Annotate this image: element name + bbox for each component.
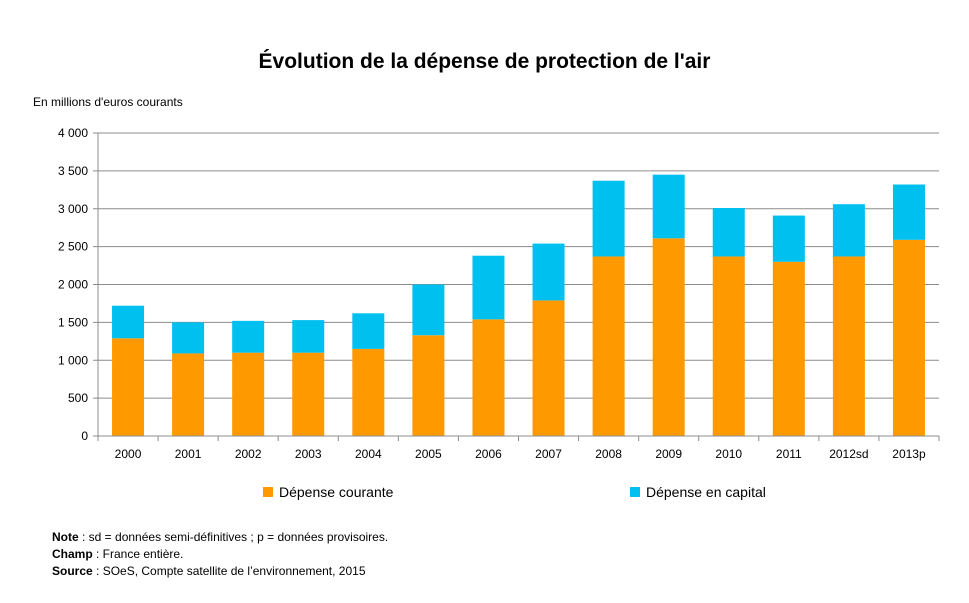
y-tick-label: 2 500 [58,240,88,254]
legend-label-depense-capital: Dépense en capital [646,484,766,500]
bar-depense-capital [892,184,925,240]
y-tick-label: 3 500 [58,164,88,178]
bar-depense-capital [172,322,205,354]
bar-depense-courante [412,335,445,436]
bar-depense-capital [532,243,565,301]
bar-depense-capital [832,204,865,257]
source-label: Source [52,564,93,578]
note-text: : sd = données semi-définitives ; p = do… [78,530,389,544]
y-tick-label: 500 [68,391,88,405]
y-tick-label: 1 500 [58,315,88,329]
champ-text: : France entière. [92,547,184,561]
bar-depense-courante [292,352,325,436]
bar-depense-courante [532,300,565,436]
x-tick-label: 2005 [415,447,442,461]
champ-line: Champ : France entière. [52,546,388,563]
x-tick-label: 2006 [475,447,502,461]
bar-depense-courante [112,338,145,436]
bar-depense-capital [592,180,625,257]
x-tick-label: 2009 [655,447,682,461]
x-tick-label: 2004 [355,447,382,461]
bar-depense-courante [892,239,925,436]
footnotes: Note : sd = données semi-définitives ; p… [52,529,388,580]
legend-swatch-depense-capital [630,487,640,497]
bar-depense-capital [112,305,145,339]
source-line: Source : SOeS, Compte satellite de l’env… [52,563,388,580]
y-tick-label: 0 [81,429,88,443]
y-tick-label: 1 000 [58,353,88,367]
bar-depense-capital [472,255,505,320]
bar-depense-courante [232,352,265,436]
legend-item-depense-capital: Dépense en capital [630,484,766,500]
x-tick-label: 2000 [115,447,142,461]
legend-item-depense-courante: Dépense courante [263,484,393,500]
bar-depense-courante [652,238,685,436]
bar-depense-capital [772,215,805,262]
x-tick-label: 2013p [892,447,926,461]
champ-label: Champ [52,547,93,561]
y-tick-label: 3 000 [58,202,88,216]
source-text: : SOeS, Compte satellite de l’environnem… [92,564,366,578]
bar-depense-capital [712,207,745,257]
legend-swatch-depense-courante [263,487,273,497]
bar-depense-courante [352,348,385,436]
note-line: Note : sd = données semi-définitives ; p… [52,529,388,546]
chart-title: Évolution de la dépense de protection de… [258,50,711,73]
x-tick-label: 2002 [235,447,262,461]
x-tick-label: 2001 [175,447,202,461]
bar-depense-courante [712,256,745,436]
x-tick-label: 2012sd [829,447,868,461]
bar-depense-courante [772,261,805,436]
bar-depense-courante [592,256,625,436]
note-label: Note [52,530,79,544]
bar-depense-capital [352,313,385,349]
bar-depense-courante [832,256,865,436]
chart-plot: 0 500 1 000 1 500 2 000 2 500 3 000 3 500 4 000 2… [58,126,940,461]
bar-depense-capital [652,174,685,239]
bar-depense-capital [232,320,265,353]
bar-depense-courante [172,353,205,436]
x-tick-label: 2003 [295,447,322,461]
bar-depense-capital [292,320,325,353]
legend-label-depense-courante: Dépense courante [279,484,394,500]
y-tick-label: 2 000 [58,278,88,292]
bar-depense-courante [472,319,505,436]
y-tick-label: 4 000 [58,126,88,140]
x-tick-label: 2008 [595,447,622,461]
x-tick-label: 2007 [535,447,562,461]
bar-depense-capital [412,284,445,336]
x-tick-label: 2011 [776,447,802,461]
y-axis-unit-label: En millions d'euros courants [33,95,183,109]
x-tick-label: 2010 [715,447,742,461]
